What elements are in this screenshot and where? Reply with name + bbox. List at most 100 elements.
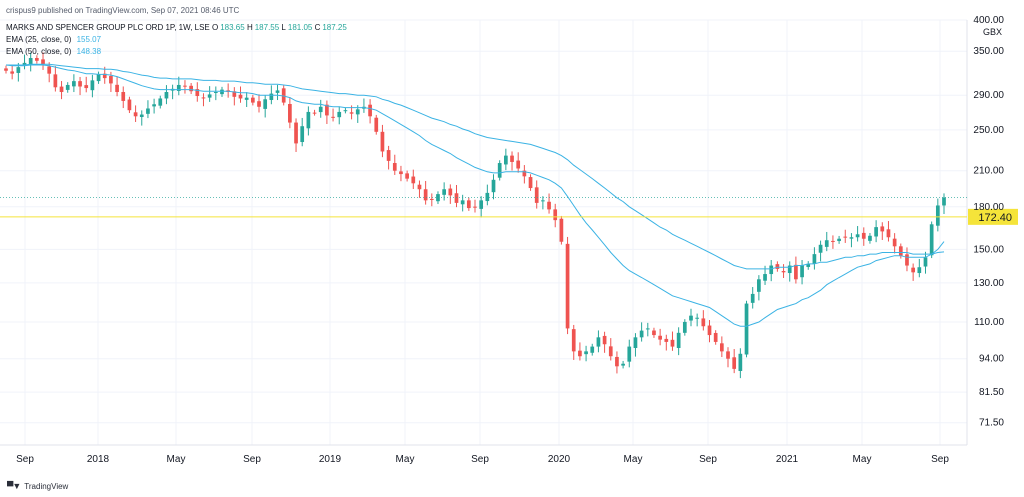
candle xyxy=(935,198,940,232)
candle-body xyxy=(892,238,897,247)
candle-body xyxy=(423,189,428,201)
candle xyxy=(244,92,249,107)
candle-body xyxy=(794,264,798,280)
candle-body xyxy=(164,92,169,99)
candle-body xyxy=(744,303,749,355)
candle-body xyxy=(176,84,181,91)
candle-body xyxy=(596,337,601,347)
candle-body xyxy=(608,346,613,357)
candle xyxy=(22,54,27,70)
ema-25-line xyxy=(5,64,945,327)
candle-body xyxy=(232,91,237,97)
candle-body xyxy=(713,332,718,342)
candle xyxy=(732,349,737,374)
candle-body xyxy=(812,254,817,264)
candle-body xyxy=(127,99,132,111)
candle-body xyxy=(448,188,453,196)
candle-body xyxy=(553,209,558,221)
candle-body xyxy=(109,76,113,84)
candle xyxy=(331,108,335,122)
candle-body xyxy=(115,84,119,93)
candle-body xyxy=(590,346,595,353)
candle xyxy=(133,105,138,122)
candle xyxy=(707,319,712,343)
candle-body xyxy=(325,104,329,116)
candle-body xyxy=(220,89,224,95)
price-tick-label: 250.00 xyxy=(973,125,1004,136)
level-tag-label: 172.40 xyxy=(978,212,1012,224)
candle xyxy=(571,324,576,360)
candle-body xyxy=(757,279,761,292)
candle-body xyxy=(886,229,891,238)
candle xyxy=(528,174,533,191)
candle xyxy=(645,322,650,337)
candle xyxy=(479,196,484,218)
candle-body xyxy=(417,184,422,190)
candle-body xyxy=(72,81,76,87)
time-tick-label: 2021 xyxy=(776,454,799,465)
candle-body xyxy=(880,226,885,232)
candle-body xyxy=(454,193,459,203)
candle xyxy=(281,85,286,106)
candle xyxy=(713,330,718,345)
candle-body xyxy=(189,85,193,92)
candle-body xyxy=(510,155,514,162)
candle xyxy=(676,327,681,356)
candle-body xyxy=(732,357,737,369)
legend-ema-50[interactable]: EMA (50, close, 0) 148.38 xyxy=(6,47,101,57)
candle xyxy=(695,313,700,327)
candle-body xyxy=(65,84,70,90)
candle-body xyxy=(658,335,662,340)
candle-body xyxy=(28,58,33,65)
price-tick-label: 110.00 xyxy=(974,317,1004,328)
candle-body xyxy=(269,93,274,100)
candle-body xyxy=(84,85,89,89)
candle xyxy=(942,193,946,215)
candle xyxy=(522,165,527,184)
candle xyxy=(670,331,675,351)
candle-body xyxy=(460,200,465,205)
ema-25-label: EMA (25, close, 0) xyxy=(6,35,72,44)
candle xyxy=(78,76,82,96)
candle xyxy=(411,169,416,189)
candle-body xyxy=(318,106,323,113)
candle-body xyxy=(288,103,292,123)
candle xyxy=(374,114,379,135)
candle-body xyxy=(392,163,397,171)
candle xyxy=(41,52,45,70)
candle xyxy=(164,85,169,105)
time-tick-label: Sep xyxy=(931,454,949,465)
candle xyxy=(818,240,823,262)
candle-body xyxy=(781,271,786,273)
candle xyxy=(473,199,477,213)
currency-label: GBX xyxy=(983,27,1003,37)
tradingview-logo[interactable]: ▀▼ TradingView xyxy=(7,481,68,491)
candle xyxy=(621,360,625,369)
candle-body xyxy=(750,293,755,303)
candle xyxy=(861,227,866,246)
candle xyxy=(232,87,237,106)
candle-body xyxy=(528,177,533,189)
candle-body xyxy=(652,330,656,336)
candle xyxy=(652,327,656,338)
candle-body xyxy=(818,244,823,253)
candle-body xyxy=(874,227,878,237)
time-tick-label: May xyxy=(167,454,186,465)
candle-body xyxy=(664,338,669,342)
candle-body xyxy=(905,254,909,266)
candle xyxy=(627,339,632,368)
candle xyxy=(294,118,298,152)
candle-body xyxy=(10,71,15,74)
ohlc-high: H 187.55 xyxy=(246,23,280,32)
candle xyxy=(436,191,440,205)
legend-ema-25[interactable]: EMA (25, close, 0) 155.07 xyxy=(6,35,101,45)
candle-body xyxy=(639,330,644,338)
candle xyxy=(189,83,193,95)
candle xyxy=(738,348,743,379)
candlestick-series xyxy=(4,52,946,379)
candle-body xyxy=(769,265,774,275)
candle xyxy=(812,247,817,270)
candle-body xyxy=(244,97,249,100)
candle-body xyxy=(670,339,675,347)
